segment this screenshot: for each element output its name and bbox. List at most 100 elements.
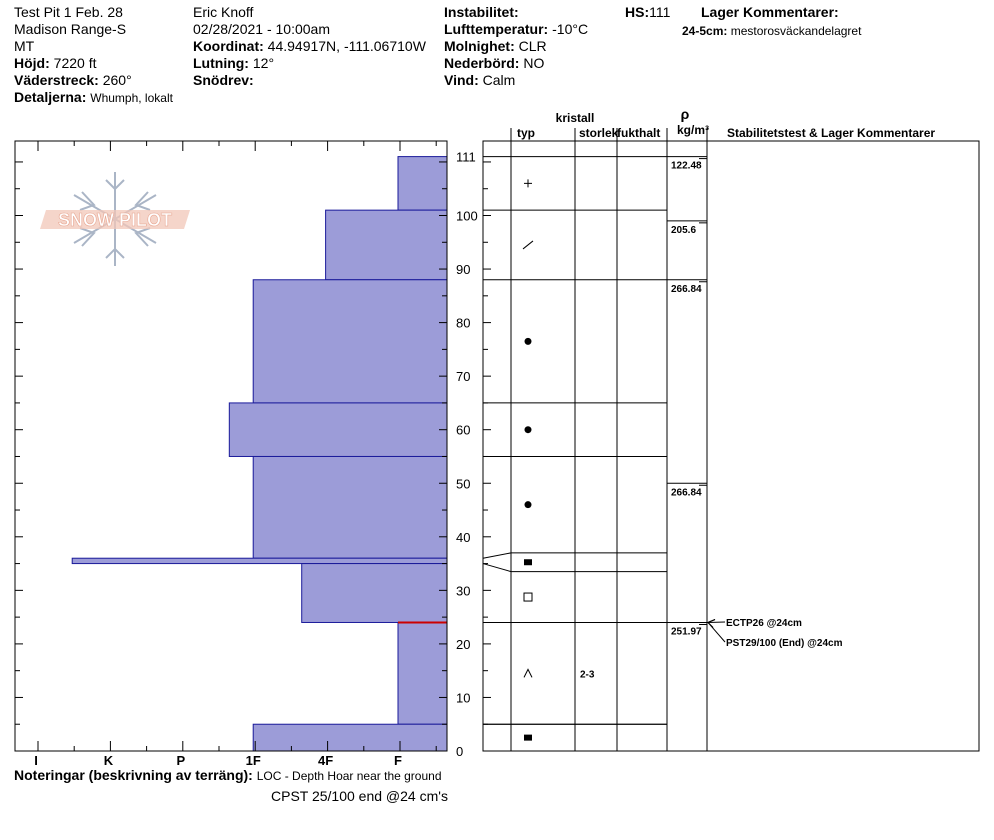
aspect-value: 260° bbox=[102, 72, 132, 88]
depth-tick-label-40: 40 bbox=[456, 530, 470, 545]
density-value: 266.84 bbox=[671, 487, 702, 498]
notes-text-1: LOC - Depth Hoar near the ground bbox=[256, 769, 442, 783]
details-label: Detaljerna: bbox=[14, 89, 87, 105]
depth-tick-label-10: 10 bbox=[456, 690, 470, 705]
stability-test-label: ECTP26 @24cm bbox=[726, 618, 802, 629]
logo-banner bbox=[40, 210, 190, 229]
hs-value: 111 bbox=[649, 4, 671, 20]
hardness-label-4F: 4F bbox=[318, 753, 333, 768]
grain-plus-icon bbox=[524, 179, 532, 188]
wind-label: Vind: bbox=[444, 72, 479, 88]
elevation-label: Höjd: bbox=[14, 55, 50, 71]
precip-value: NO bbox=[523, 55, 545, 71]
slope-label: Lutning: bbox=[193, 55, 249, 71]
layer-comments-title-text: Lager Kommentarer: bbox=[701, 4, 839, 20]
depth-tick-label-20: 20 bbox=[456, 637, 470, 652]
layer-comment: 24-5cm: mestorosväckandelagret bbox=[682, 23, 861, 40]
hardness-plot: I K P 1F 4F F 0 10 20 30 40 50 60 70 80 90 100 111 bbox=[14, 140, 478, 768]
grain-caret-icon bbox=[523, 668, 533, 678]
pit-name: Test Pit 1 Feb. 28 bbox=[14, 4, 123, 20]
grain-slash-icon bbox=[522, 240, 534, 250]
layer-comment-text: mestorosväckandelagret bbox=[730, 24, 862, 38]
airtemp-value: -10°C bbox=[552, 21, 589, 37]
hardness-label-P: P bbox=[176, 753, 185, 768]
airtemp-label: Lufttemperatur: bbox=[444, 21, 549, 37]
hs-label: HS: bbox=[625, 4, 650, 20]
notes-label: Noteringar (beskrivning av terräng): bbox=[14, 767, 253, 783]
layer-table: 2-3 122.48 205.6 266.84 266.84 251.97 ECTP26 @… bbox=[482, 128, 980, 752]
grain-square-open-icon bbox=[523, 592, 533, 602]
instability-label: Instabilitet: bbox=[444, 4, 519, 20]
depth-tick-label-50: 50 bbox=[456, 476, 470, 491]
col-kristall: kristall bbox=[556, 111, 595, 125]
observer-name: Eric Knoff bbox=[193, 4, 254, 20]
notes-text-2: CPST 25/100 end @24 cm's bbox=[271, 788, 448, 804]
col-rho: ρ bbox=[681, 106, 690, 122]
grain-dot-icon bbox=[524, 337, 532, 345]
hardness-label-1F: 1F bbox=[246, 753, 261, 768]
elevation-value: 7220 ft bbox=[53, 55, 97, 71]
sky-label: Molnighet: bbox=[444, 38, 515, 54]
notes-line-1: Noteringar (beskrivning av terräng): LOC… bbox=[14, 767, 442, 783]
details-value: Whumph, lokalt bbox=[90, 91, 173, 105]
depth-tick-label-30: 30 bbox=[456, 583, 470, 598]
density-value: 205.6 bbox=[671, 225, 696, 236]
wind-value: Calm bbox=[482, 72, 516, 88]
density-value: 266.84 bbox=[671, 284, 702, 295]
density-value: 251.97 bbox=[671, 626, 702, 637]
stability-arrow-1 bbox=[707, 619, 726, 643]
depth-tick-label-hs: 111 bbox=[456, 150, 476, 165]
col-stability: Stabilitetstest & Lager Kommentarer bbox=[727, 126, 935, 140]
density-value: 122.48 bbox=[671, 161, 702, 172]
col-typ: typ bbox=[517, 126, 535, 140]
header-right: Instabilitet: Lufttemperatur: -10°C Moln… bbox=[444, 4, 588, 89]
column-headers: kristall typ storlek fukthalt ρ kg/m³ St… bbox=[517, 106, 935, 140]
hardness-bar-6 bbox=[301, 563, 448, 623]
hardness-bar-8 bbox=[252, 723, 448, 752]
col-density-unit: kg/m³ bbox=[677, 123, 709, 137]
depth-tick-label-60: 60 bbox=[456, 423, 470, 438]
col-storlek: storlek bbox=[579, 126, 619, 140]
col-fukthalt: fukthalt bbox=[617, 126, 660, 140]
coord-label: Koordinat: bbox=[193, 38, 264, 54]
observation-datetime: 02/28/2021 - 10:00am bbox=[193, 21, 330, 37]
grain-square-filled-icon bbox=[524, 559, 532, 566]
depth-tick-label-100: 100 bbox=[456, 209, 478, 224]
range-name: Madison Range-S bbox=[14, 21, 127, 37]
layer-comments-title: Lager Kommentarer: bbox=[701, 4, 839, 21]
depth-tick-label-0: 0 bbox=[456, 744, 463, 759]
stability-test-label: PST29/100 (End) @24cm bbox=[726, 638, 843, 649]
table-frame bbox=[482, 140, 980, 752]
depth-tick-label-90: 90 bbox=[456, 262, 470, 277]
grain-dot-icon bbox=[524, 501, 532, 509]
state-name: MT bbox=[14, 38, 35, 54]
hardness-label-F: F bbox=[394, 753, 402, 768]
depth-tick-label-70: 70 bbox=[456, 369, 470, 384]
grain-square-filled-icon bbox=[524, 734, 532, 741]
drift-label: Snödrev: bbox=[193, 72, 254, 88]
hardness-frame bbox=[14, 140, 448, 752]
precip-label: Nederbörd: bbox=[444, 55, 520, 71]
logo-text: SNOW PILOT bbox=[58, 210, 172, 230]
layer-comment-depth: 24-5cm: bbox=[682, 24, 728, 38]
grain-dot-icon bbox=[524, 426, 532, 434]
connector-thin-bottom bbox=[482, 563, 512, 573]
notes-line-2: CPST 25/100 end @24 cm's bbox=[271, 788, 448, 804]
hardness-bar-4 bbox=[252, 455, 448, 559]
hardness-bar-7 bbox=[397, 621, 448, 725]
slope-value: 12° bbox=[252, 55, 275, 71]
hardness-bar-2 bbox=[252, 279, 448, 404]
hardness-bar-1 bbox=[325, 209, 448, 281]
coord-value: 44.94917N, -111.06710W bbox=[267, 38, 426, 54]
hardness-label-K: K bbox=[104, 753, 114, 768]
snowpilot-logo: SNOW PILOT bbox=[40, 172, 190, 266]
hardness-label-I: I bbox=[34, 753, 38, 768]
header-left: Test Pit 1 Feb. 28 Madison Range-S MT Hö… bbox=[14, 4, 173, 107]
hardness-bar-0 bbox=[397, 156, 448, 211]
hardness-bar-5 bbox=[71, 557, 448, 565]
depth-tick-label-80: 80 bbox=[456, 316, 470, 331]
hardness-bar-3 bbox=[228, 402, 448, 457]
hs-block: HS:111 bbox=[625, 4, 670, 21]
header-middle: Eric Knoff 02/28/2021 - 10:00am Koordina… bbox=[193, 4, 426, 89]
